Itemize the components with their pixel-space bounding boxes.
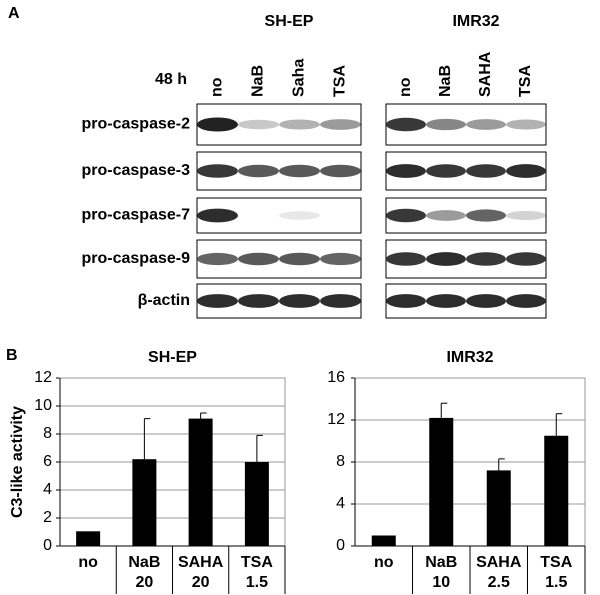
band	[279, 294, 320, 308]
band	[466, 119, 506, 130]
band	[320, 164, 361, 178]
panel-label: B	[6, 347, 18, 364]
band	[238, 294, 279, 308]
chart-title: IMR32	[446, 349, 493, 366]
cell-line-title: SH-EP	[265, 13, 314, 30]
band	[238, 164, 279, 178]
band	[386, 252, 426, 266]
lane-label: NaB	[437, 65, 454, 97]
band	[506, 119, 546, 130]
band	[238, 119, 279, 130]
band	[320, 119, 361, 130]
bar	[544, 435, 569, 546]
band	[426, 210, 466, 221]
panel-label: A	[8, 5, 20, 22]
dose-label: 20	[192, 574, 210, 591]
x-tick-label: NaB	[128, 554, 160, 571]
lane-label: TSA	[517, 65, 534, 97]
band	[386, 164, 426, 178]
bar	[486, 470, 511, 546]
protein-label: pro-caspase-2	[82, 116, 191, 133]
protein-label: β-actin	[138, 292, 190, 309]
x-tick-label: TSA	[540, 554, 572, 571]
y-tick-label: 12	[34, 369, 52, 386]
dose-label: 1.5	[246, 574, 268, 591]
dose-label: 10	[432, 574, 450, 591]
band	[197, 252, 238, 266]
dose-label: 20	[135, 574, 153, 591]
protein-label: pro-caspase-3	[82, 162, 191, 179]
y-tick-label: 0	[43, 537, 52, 554]
y-axis-label: C3-like activity	[9, 406, 26, 518]
band	[506, 164, 546, 178]
band	[466, 164, 506, 178]
band	[506, 252, 546, 266]
band	[386, 117, 426, 132]
y-tick-label: 8	[43, 425, 52, 442]
band	[466, 209, 506, 222]
band	[279, 252, 320, 266]
band	[279, 119, 320, 130]
band	[426, 118, 466, 131]
band	[279, 211, 320, 220]
band	[279, 164, 320, 178]
band	[426, 294, 466, 308]
bar	[188, 418, 213, 546]
band	[386, 208, 426, 223]
time-label: 48 h	[155, 71, 187, 88]
y-tick-label: 4	[336, 495, 345, 512]
y-tick-label: 6	[43, 453, 52, 470]
bar	[76, 531, 101, 546]
band	[506, 294, 546, 308]
x-tick-label: no	[78, 554, 98, 571]
cell-line-title: IMR32	[452, 13, 499, 30]
lane-label: Saha	[291, 59, 308, 97]
band	[197, 117, 238, 132]
x-tick-label: SAHA	[178, 554, 224, 571]
band	[426, 164, 466, 178]
band	[466, 252, 506, 266]
y-tick-label: 4	[43, 481, 52, 498]
bar	[429, 417, 454, 546]
band	[426, 252, 466, 266]
band	[197, 294, 238, 308]
x-tick-label: NaB	[425, 554, 457, 571]
lane-label: no	[209, 77, 226, 97]
y-tick-label: 2	[43, 509, 52, 526]
chart-title: SH-EP	[148, 349, 197, 366]
lane-label: TSA	[332, 65, 349, 97]
bar	[132, 459, 157, 546]
y-tick-label: 8	[336, 453, 345, 470]
y-tick-label: 12	[327, 411, 345, 428]
band	[386, 294, 426, 308]
band	[238, 252, 279, 266]
band	[197, 164, 238, 178]
protein-label: pro-caspase-7	[82, 207, 191, 224]
protein-label: pro-caspase-9	[82, 250, 191, 267]
bar	[244, 462, 269, 546]
band	[466, 294, 506, 308]
band	[320, 294, 361, 308]
dose-label: 1.5	[545, 574, 567, 591]
band	[197, 208, 238, 223]
x-tick-label: SAHA	[476, 554, 522, 571]
y-tick-label: 10	[34, 397, 52, 414]
x-tick-label: no	[374, 554, 394, 571]
bar	[371, 535, 396, 546]
lane-label: NaB	[250, 65, 267, 97]
band	[506, 210, 546, 221]
x-tick-label: TSA	[241, 554, 273, 571]
dose-label: 2.5	[488, 574, 510, 591]
lane-label: no	[397, 77, 414, 97]
band	[320, 252, 361, 266]
y-tick-label: 16	[327, 369, 345, 386]
y-tick-label: 0	[336, 537, 345, 554]
lane-label: SAHA	[477, 51, 494, 97]
